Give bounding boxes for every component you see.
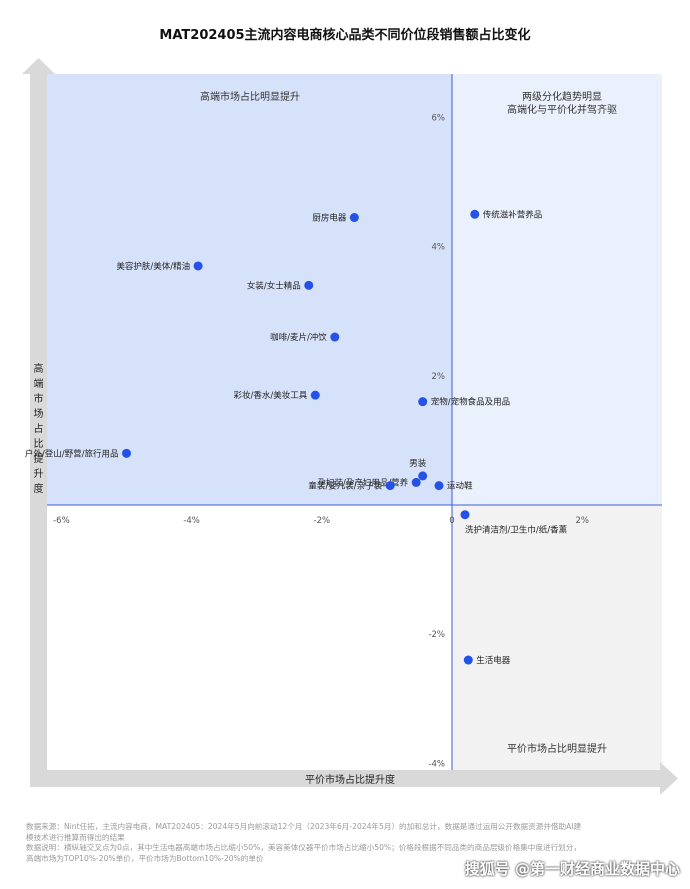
y-tick-label: -4% xyxy=(428,759,445,769)
data-point-label: 女装/女士精品 xyxy=(247,280,301,291)
x-axis-title: 平价市场占比提升度 xyxy=(305,773,395,786)
x-tick-label: 2% xyxy=(575,516,589,526)
data-point xyxy=(434,481,444,491)
data-point-label: 孕妇装/孕产妇用品/营养 xyxy=(317,477,408,488)
scatter-chart: -12%-10%-8%-6%-4%-2%02%4%6%6%4%2%-2%-4%高… xyxy=(22,58,678,795)
x-tick-label: -2% xyxy=(314,516,331,526)
data-point-label: 传统滋补营养品 xyxy=(483,209,543,220)
x-arrow-head xyxy=(660,762,678,795)
quadrant-top-right-bg xyxy=(452,74,662,505)
data-point xyxy=(193,261,203,271)
data-point-label: 男装 xyxy=(409,458,427,469)
data-point xyxy=(304,280,314,290)
quadrant-top-left-bg xyxy=(47,74,452,505)
chart-title: MAT202405主流内容电商核心品类不同价位段销售额占比变化 xyxy=(159,28,531,43)
data-point-label: 洗护清洁剂/卫生巾/纸/香薰 xyxy=(465,525,567,536)
data-point-label: 彩妆/香水/美妆工具 xyxy=(234,390,308,401)
y-tick-label: -2% xyxy=(428,630,445,640)
quadrant-label-top-left: 高端市场占比明显提升 xyxy=(200,90,300,103)
data-point xyxy=(418,471,428,481)
y-tick-label: 4% xyxy=(432,243,446,253)
data-point-label: 生活电器 xyxy=(476,655,511,666)
quadrant-label-top-right-line1: 两级分化趋势明显 xyxy=(522,90,602,103)
y-tick-label: 6% xyxy=(432,113,446,123)
data-point-label: 户外/登山/野营/旅行用品 xyxy=(25,448,119,459)
footer-line-1: 数据来源：Nint任拓，主流内容电商，MAT202405：2024年5月向前滚动… xyxy=(26,822,582,831)
data-point xyxy=(463,655,473,665)
footer-notes: 数据来源：Nint任拓，主流内容电商，MAT202405：2024年5月向前滚动… xyxy=(26,822,666,864)
data-point xyxy=(385,481,395,491)
data-point xyxy=(122,448,131,458)
x-arrow-shaft xyxy=(30,770,660,787)
data-point xyxy=(349,213,359,223)
data-point-label: 宠物/宠物食品及用品 xyxy=(431,397,510,408)
data-point xyxy=(411,477,421,487)
data-point xyxy=(418,397,428,407)
data-point xyxy=(460,510,470,520)
quadrant-bottom-right-bg xyxy=(452,505,662,770)
data-point xyxy=(330,332,340,342)
data-point-label: 运动鞋 xyxy=(447,481,473,492)
footer-line-3: 数据说明：横纵轴交叉点为0点，其中生活电器高端市场占比缩小50%，美容美体仪器平… xyxy=(26,843,581,852)
data-point-label: 童装/婴儿装/亲子装 xyxy=(308,481,382,492)
y-arrow-shaft xyxy=(30,74,47,778)
quadrant-label-top-right-line2: 高端化与平价化并驾齐驱 xyxy=(507,103,617,116)
data-point-label: 咖啡/麦片/冲饮 xyxy=(270,332,327,343)
data-point-label: 厨房电器 xyxy=(312,213,347,224)
footer-line-2: 模技术进行推算而得出的结果 xyxy=(26,832,125,842)
x-tick-label: -4% xyxy=(183,516,200,526)
data-point xyxy=(470,209,480,219)
x-tick-label: 0 xyxy=(449,516,454,526)
y-arrow-head xyxy=(22,58,55,74)
data-point-label: 美容护肤/美体/精油 xyxy=(116,261,190,272)
y-tick-label: 2% xyxy=(432,372,446,382)
footer-line-4: 高端市场为TOP10%-20%单价，平价市场为Bottom10%-20%的单价 xyxy=(26,853,264,863)
watermark: 搜狐号 @第一财经商业数据中心 xyxy=(464,860,680,878)
x-tick-label: -6% xyxy=(53,516,70,526)
quadrant-label-bottom-right: 平价市场占比明显提升 xyxy=(507,742,607,755)
data-point xyxy=(310,390,320,400)
y-axis-title: 高端市场占比提升度 xyxy=(34,362,44,495)
